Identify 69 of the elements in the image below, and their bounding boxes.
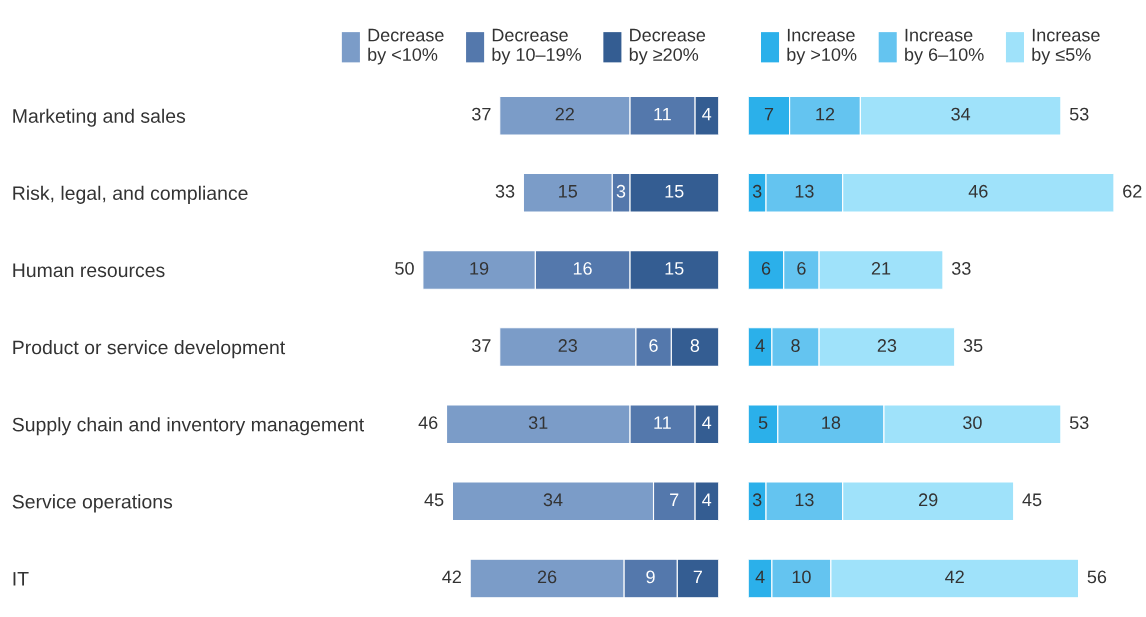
data-label: 3 [752,493,762,507]
total-label: 37 [472,339,491,352]
total-label: 45 [424,493,444,507]
data-label: 29 [919,493,938,507]
y-tick-label: Marketing and sales [13,108,186,127]
total-label: 42 [442,570,461,584]
data-label: 31 [528,416,548,430]
data-label: 16 [573,262,592,275]
data-label: 8 [690,339,700,352]
data-label: 8 [791,339,800,352]
data-label: 34 [543,493,563,507]
total-label: 45 [1022,493,1042,507]
legend-label: Increase by ≤5% [1032,28,1100,65]
legend-label: Increase by >10% [787,28,857,65]
data-label: 5 [758,416,768,430]
total-label: 35 [963,339,983,352]
data-label: 23 [877,339,897,352]
y-tick-label: Product or service development [13,340,286,359]
y-tick-label: Human resources [13,263,165,278]
data-label: 42 [945,570,964,584]
data-label: 26 [537,570,557,584]
data-label: 15 [665,185,684,198]
y-tick-label: Supply chain and inventory management [12,417,364,436]
data-label: 30 [963,416,982,430]
data-label: 23 [558,339,577,352]
legend-label: Decrease by 10–19% [492,28,582,65]
data-label: 9 [646,570,655,584]
legend-label: Decrease by ≥20% [629,28,706,65]
data-label: 34 [951,107,971,121]
data-label: 21 [871,262,891,275]
total-label: 56 [1087,570,1107,584]
data-label: 13 [795,184,814,198]
data-label: 13 [795,493,814,507]
y-tick-label: Service operations [12,494,173,513]
data-label: 10 [792,570,811,584]
data-label: 4 [702,493,712,506]
y-tick-label: IT [13,572,29,586]
total-label: 46 [418,416,438,430]
data-label: 4 [702,107,712,121]
total-label: 53 [1069,416,1089,430]
data-label: 4 [755,339,765,352]
data-label: 19 [470,262,489,275]
data-label: 3 [616,184,626,198]
data-label: 7 [764,107,774,121]
total-label: 53 [1069,107,1089,121]
y-tick-label: Risk, legal, and compliance [13,185,248,204]
data-label: 3 [752,184,762,198]
data-label: 4 [702,416,712,429]
data-label: 18 [822,416,841,430]
data-label: 22 [555,107,574,121]
data-label: 6 [797,262,806,275]
total-label: 62 [1123,184,1142,198]
data-label: 15 [665,262,684,275]
total-label: 33 [951,262,971,275]
data-label: 6 [761,262,771,275]
total-label: 37 [472,107,491,121]
data-label: 12 [816,107,835,121]
legend-label: Increase by 6–10% [905,28,984,65]
total-label: 33 [495,184,515,198]
data-label: 11 [654,107,671,121]
legend-label: Decrease by <10% [368,28,444,65]
data-label: 15 [559,185,578,198]
total-label: 50 [395,262,414,275]
data-label: 7 [693,570,702,584]
data-label: 6 [649,339,658,352]
data-label: 11 [654,416,671,429]
data-label: 46 [968,184,988,198]
data-label: 4 [755,570,765,584]
data-label: 7 [670,493,679,506]
